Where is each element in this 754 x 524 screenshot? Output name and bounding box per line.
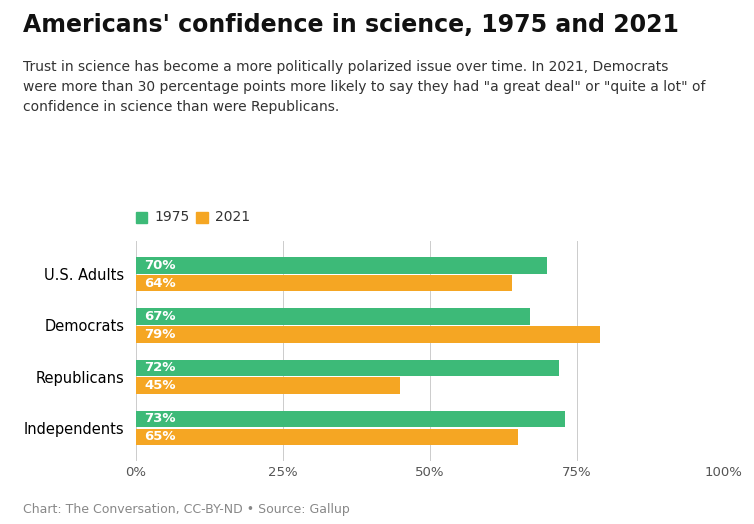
Bar	[136, 275, 512, 291]
Text: 64%: 64%	[145, 277, 176, 290]
Text: 72%: 72%	[145, 361, 176, 374]
Bar	[136, 308, 530, 325]
Text: 1975: 1975	[155, 211, 190, 224]
Text: Americans' confidence in science, 1975 and 2021: Americans' confidence in science, 1975 a…	[23, 13, 679, 37]
Bar	[136, 411, 565, 427]
Bar	[136, 257, 547, 274]
Text: 73%: 73%	[145, 412, 176, 425]
Bar	[136, 429, 518, 445]
Text: Chart: The Conversation, CC-BY-ND • Source: Gallup: Chart: The Conversation, CC-BY-ND • Sour…	[23, 503, 349, 516]
Text: 2021: 2021	[216, 211, 250, 224]
Text: 45%: 45%	[145, 379, 176, 392]
Text: 67%: 67%	[145, 310, 176, 323]
Text: 65%: 65%	[145, 430, 176, 443]
Text: 79%: 79%	[145, 328, 176, 341]
Bar	[136, 359, 559, 376]
Bar	[136, 377, 400, 394]
Bar	[136, 326, 600, 343]
Text: Trust in science has become a more politically polarized issue over time. In 202: Trust in science has become a more polit…	[23, 60, 705, 114]
Text: 70%: 70%	[145, 259, 176, 272]
